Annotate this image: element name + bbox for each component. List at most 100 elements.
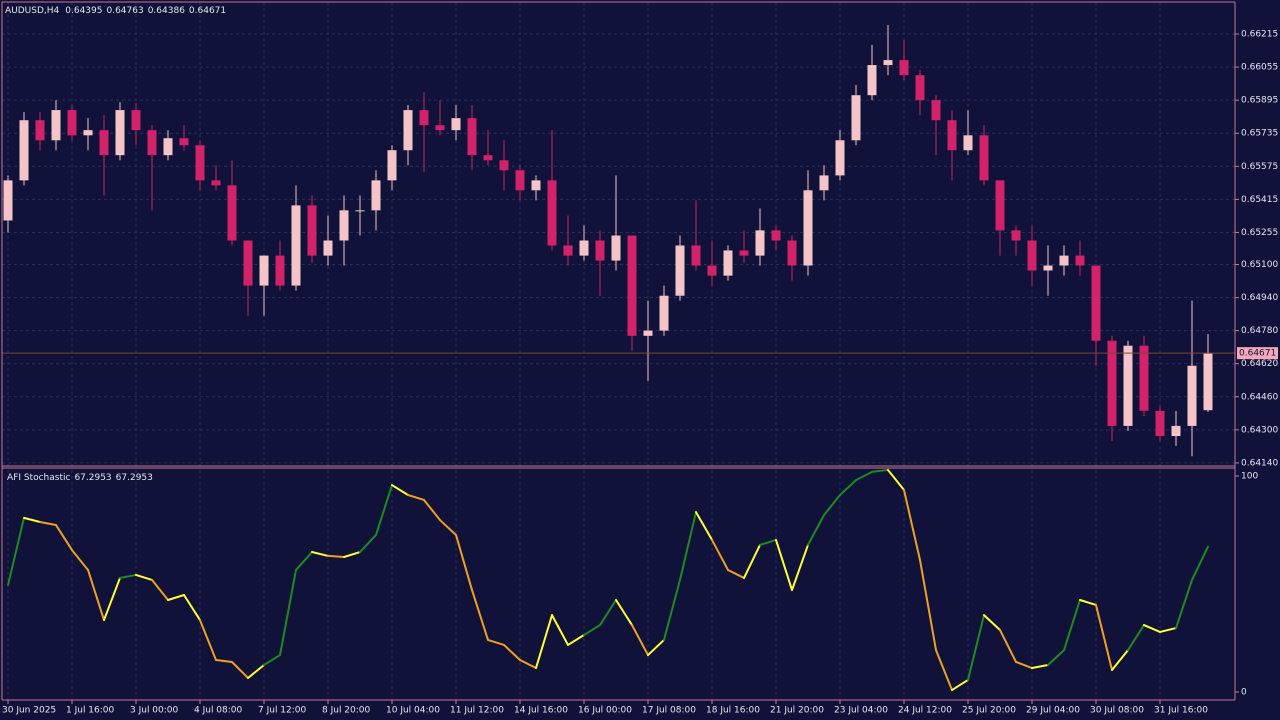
candle-body [83,130,93,136]
stochastic-segment [711,538,729,571]
stochastic-segment [279,568,297,657]
stochastic-segment [823,494,841,517]
candle-body [1107,340,1117,426]
stochastic-segment [903,489,921,562]
stochastic-segment [1095,603,1113,671]
stochastic-segment [1143,624,1161,633]
x-tick-label: 18 Jul 16:00 [706,706,760,716]
stochastic-segment [167,594,185,601]
stochastic-segment [679,511,697,581]
stochastic-segment [215,659,233,663]
candle-body [675,245,685,296]
candle-body [163,138,173,156]
stochastic-segment [695,511,713,541]
stochastic-segment [471,589,489,641]
candle-body [211,180,221,186]
candle-body [643,330,653,336]
candle-body [227,185,237,241]
candle-body [419,110,429,126]
candle-body [1011,230,1021,241]
stochastic-segment [535,614,553,670]
stochastic-segment [391,484,409,497]
stochastic-segment [631,624,649,657]
marks [2,24,1235,692]
stochastic-segment [503,643,521,662]
stochastic-segment [343,551,361,558]
current-price-box [1237,347,1278,360]
stochastic-segment [935,649,953,692]
stochastic-segment [487,638,505,646]
stochastic-segment [647,638,665,657]
indicator-value: 67.2953 [74,473,111,483]
stochastic-segment [1047,649,1065,667]
close-value: 0.64671 [189,6,226,16]
stochastic-segment [7,516,25,587]
stochastic-segment [71,549,89,571]
candle-body [35,120,45,141]
x-tick-label: 8 Jul 20:00 [322,706,371,716]
x-tick-label: 23 Jul 04:00 [834,706,888,716]
stochastic-segment [583,624,601,636]
x-tick-label: 31 Jul 16:00 [1154,706,1208,716]
y-tick-label: 0.64780 [1241,326,1278,336]
y-tick-label: 0.65735 [1241,129,1278,139]
candle-body [3,180,13,221]
stochastic-segment [727,568,745,579]
stochastic-segment [423,498,441,522]
stochastic-segment [1063,598,1081,652]
stochastic-segment [295,551,313,571]
candle-body [771,230,781,241]
y-tick-label: 0.64940 [1241,293,1278,303]
x-tick-label: 24 Jul 12:00 [898,706,952,716]
stochastic-segment [839,479,857,497]
stochastic-segment [615,598,633,627]
stochastic-segment [183,594,201,622]
stochastic-segment [887,468,905,492]
low-value: 0.64386 [148,6,185,16]
candle-body [99,130,109,156]
stochastic-segment [247,664,265,679]
candle-body [755,230,765,256]
candle-body [1075,255,1085,266]
stochastic-segment [103,576,121,622]
indicator-header: AFI Stochastic 67.2953 67.2953 [7,473,153,483]
indicator-value: 67.2953 [116,473,153,483]
stochastic-segment [375,484,393,536]
candle-body [435,125,445,131]
candle-body [371,180,381,211]
symbol-header: AUDUSD,H4 0.64395 0.64763 0.64386 0.64671 [5,6,226,16]
stochastic-segment [455,533,473,592]
candle-body [787,240,797,266]
stochastic-segment [519,659,537,670]
stochastic-segment [231,660,249,679]
y-tick-label: 0.66055 [1241,63,1278,73]
candle-body [387,150,397,181]
candle-body [291,205,301,286]
candle-body [1059,255,1069,266]
x-tick-label: 16 Jul 00:00 [578,706,632,716]
stochastic-segment [1015,660,1033,670]
stochastic-segment [39,521,57,527]
stochastic-segment [983,614,1001,632]
y-tick-label: 0.64460 [1241,392,1278,402]
candle-body [515,170,525,191]
stochastic-segment [87,568,105,622]
candle-body [131,110,141,131]
x-tick-label: 10 Jul 04:00 [386,706,440,716]
candle-body [115,110,125,156]
candle-body [1027,240,1037,271]
stochastic-segment [135,573,153,581]
candle-body [867,65,877,96]
candle-body [963,135,973,151]
stochastic-segment [119,573,137,579]
stochastic-segment [855,470,873,482]
y-tick-label: 0.65895 [1241,96,1278,106]
candle-body [723,250,733,276]
stochastic-segment [551,614,569,646]
x-tick-label: 17 Jul 08:00 [642,706,696,716]
stochastic-segment [1127,624,1145,652]
stochastic-segment [743,543,761,579]
stochastic-segment [55,524,73,552]
candle-body [883,60,893,66]
